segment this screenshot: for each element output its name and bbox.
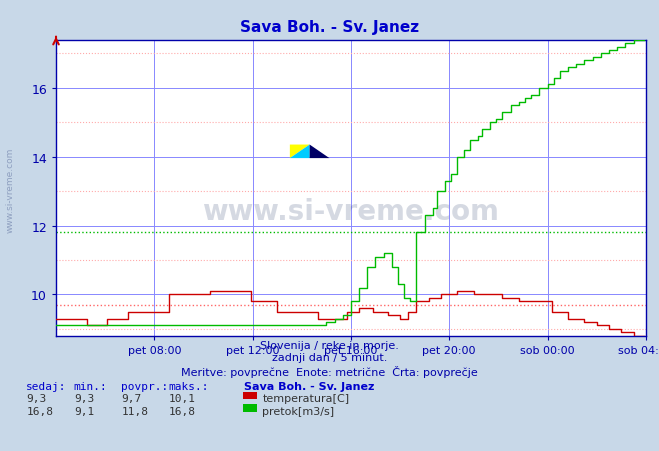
Text: 16,8: 16,8 [26, 406, 53, 416]
Text: 10,1: 10,1 [169, 393, 196, 403]
Text: Sava Boh. - Sv. Janez: Sava Boh. - Sv. Janez [244, 381, 374, 391]
Text: 11,8: 11,8 [121, 406, 148, 416]
Text: Meritve: povprečne  Enote: metrične  Črta: povprečje: Meritve: povprečne Enote: metrične Črta:… [181, 365, 478, 377]
Text: pretok[m3/s]: pretok[m3/s] [262, 406, 334, 416]
Text: min.:: min.: [74, 381, 107, 391]
Text: Slovenija / reke in morje.: Slovenija / reke in morje. [260, 341, 399, 350]
Text: sedaj:: sedaj: [26, 381, 67, 391]
Text: 16,8: 16,8 [169, 406, 196, 416]
Text: zadnji dan / 5 minut.: zadnji dan / 5 minut. [272, 353, 387, 363]
Text: 9,3: 9,3 [26, 393, 47, 403]
Text: maks.:: maks.: [169, 381, 209, 391]
Text: www.si-vreme.com: www.si-vreme.com [202, 198, 500, 226]
Text: 9,7: 9,7 [121, 393, 142, 403]
Text: povpr.:: povpr.: [121, 381, 169, 391]
Text: 9,3: 9,3 [74, 393, 94, 403]
Text: 9,1: 9,1 [74, 406, 94, 416]
Text: Sava Boh. - Sv. Janez: Sava Boh. - Sv. Janez [240, 20, 419, 35]
Text: temperatura[C]: temperatura[C] [262, 393, 349, 403]
Text: www.si-vreme.com: www.si-vreme.com [5, 147, 14, 232]
